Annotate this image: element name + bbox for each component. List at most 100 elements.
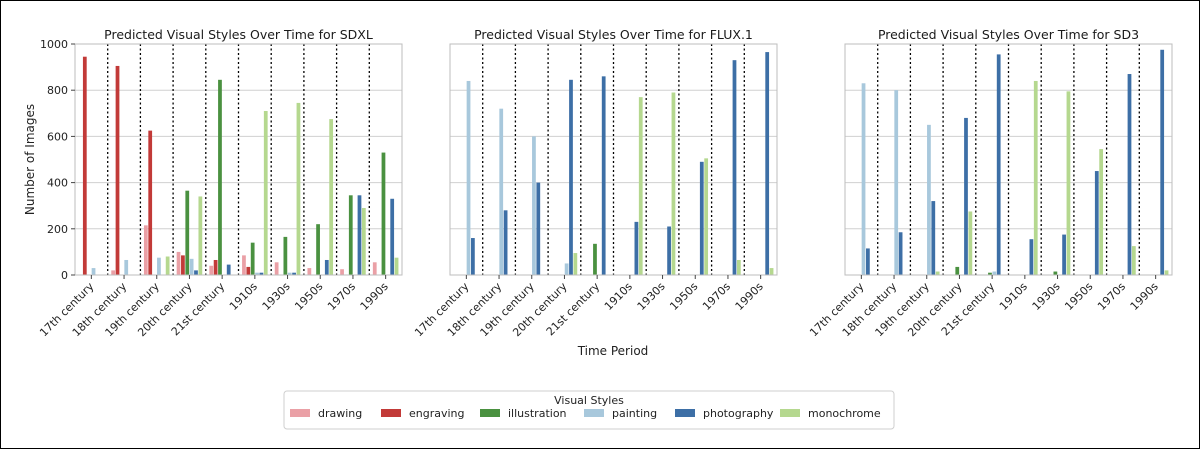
bar-drawing — [274, 262, 279, 275]
x-tick-label: 1990s — [733, 280, 766, 313]
x-tick-label: 1950s — [292, 280, 325, 313]
bar-monochrome — [1066, 91, 1071, 275]
bar-photography — [964, 117, 968, 275]
bar-drawing — [372, 262, 377, 275]
bar-monochrome — [1131, 246, 1136, 275]
legend-label-photography: photography — [703, 407, 774, 420]
legend: Visual Styles drawing engraving illustratio… — [283, 390, 895, 430]
bar-photography — [732, 60, 737, 275]
bar-monochrome — [263, 110, 268, 276]
bar-photography — [324, 259, 329, 275]
bar-painting — [861, 83, 866, 276]
bar-engraving — [115, 65, 120, 275]
chart-title: Predicted Visual Styles Over Time for SD… — [878, 27, 1139, 42]
bar-photography — [765, 52, 770, 276]
bar-monochrome — [968, 211, 973, 275]
bar-engraving — [82, 56, 87, 275]
bar-monochrome — [1033, 80, 1038, 276]
bar-drawing — [242, 255, 246, 275]
plot-area — [450, 44, 777, 275]
bar-photography — [292, 272, 296, 275]
bar-engraving — [246, 266, 251, 275]
x-tick-label: 1930s — [635, 280, 668, 313]
legend-swatch-drawing — [290, 409, 310, 417]
bar-monochrome — [935, 271, 940, 275]
bar-illustration — [218, 79, 222, 276]
plot-border — [74, 43, 403, 276]
legend-swatch-monochrome — [780, 409, 800, 417]
bar-photography — [866, 248, 870, 275]
bar-painting — [532, 136, 536, 275]
bar-photography — [357, 195, 362, 275]
bar-monochrome — [573, 253, 578, 275]
bar-illustration — [988, 272, 992, 275]
bar-monochrome — [296, 102, 301, 275]
bar-photography — [503, 210, 508, 275]
legend-swatch-illustration — [480, 409, 500, 417]
bar-illustration — [381, 152, 386, 275]
bar-photography — [194, 270, 198, 275]
bar-drawing — [176, 251, 181, 275]
plot-border — [449, 43, 778, 276]
bar-illustration — [593, 243, 597, 275]
bar-photography — [1029, 239, 1034, 275]
bar-painting — [466, 80, 471, 276]
bar-drawing — [340, 269, 344, 275]
bar-drawing — [111, 270, 116, 275]
bar-photography — [601, 76, 606, 275]
chart-panel-2: Predicted Visual Styles Over Time for SD… — [807, 27, 1173, 339]
y-tick-label: 400 — [47, 177, 68, 190]
bar-photography — [536, 182, 541, 275]
y-tick-label: 0 — [61, 269, 68, 282]
bar-drawing — [209, 265, 214, 275]
bar-painting — [91, 268, 96, 275]
plot-area — [75, 44, 402, 275]
legend-swatch-photography — [675, 409, 695, 417]
chart-title: Predicted Visual Styles Over Time for FL… — [474, 27, 753, 42]
bar-monochrome — [394, 257, 399, 275]
bar-photography — [931, 201, 936, 275]
bar-painting — [499, 108, 504, 276]
bar-painting — [894, 90, 899, 275]
bar-photography — [1127, 74, 1132, 275]
legend-swatch-engraving — [381, 409, 401, 417]
legend-label-monochrome: monochrome — [808, 407, 881, 420]
bar-illustration — [955, 266, 960, 275]
bar-photography — [898, 232, 903, 275]
bar-painting — [255, 272, 259, 275]
bar-monochrome — [671, 92, 676, 275]
x-tick-label: 1910s — [227, 280, 260, 313]
legend-label-engraving: engraving — [409, 407, 465, 420]
legend-label-painting: painting — [612, 407, 657, 420]
bar-photography — [390, 198, 395, 275]
bar-illustration — [283, 236, 288, 275]
bar-engraving — [148, 130, 153, 275]
bar-painting — [287, 272, 292, 275]
bar-photography — [699, 161, 704, 275]
legend-title: Visual Styles — [554, 394, 624, 407]
legend-swatch-painting — [584, 409, 604, 417]
x-tick-label: 1910s — [997, 280, 1030, 313]
bar-drawing — [143, 225, 148, 275]
legend-label-drawing: drawing — [318, 407, 362, 420]
x-tick-label: 1950s — [1062, 280, 1095, 313]
x-tick-label: 1970s — [1095, 280, 1128, 313]
bar-photography — [1062, 234, 1066, 275]
bar-monochrome — [736, 259, 741, 275]
plot-area — [845, 44, 1172, 275]
bar-photography — [569, 79, 573, 276]
bar-photography — [259, 272, 264, 275]
y-tick-label: 800 — [47, 84, 68, 97]
bar-monochrome — [704, 158, 709, 275]
bar-monochrome — [198, 196, 203, 275]
bar-photography — [1160, 49, 1165, 276]
bar-monochrome — [638, 97, 643, 275]
y-axis-label: Number of Images — [23, 104, 37, 215]
bar-photography — [667, 226, 671, 275]
bar-engraving — [181, 255, 185, 275]
bar-illustration — [250, 242, 255, 275]
bar-monochrome — [769, 268, 774, 275]
y-tick-label: 200 — [47, 223, 68, 236]
bar-photography — [1094, 171, 1099, 275]
